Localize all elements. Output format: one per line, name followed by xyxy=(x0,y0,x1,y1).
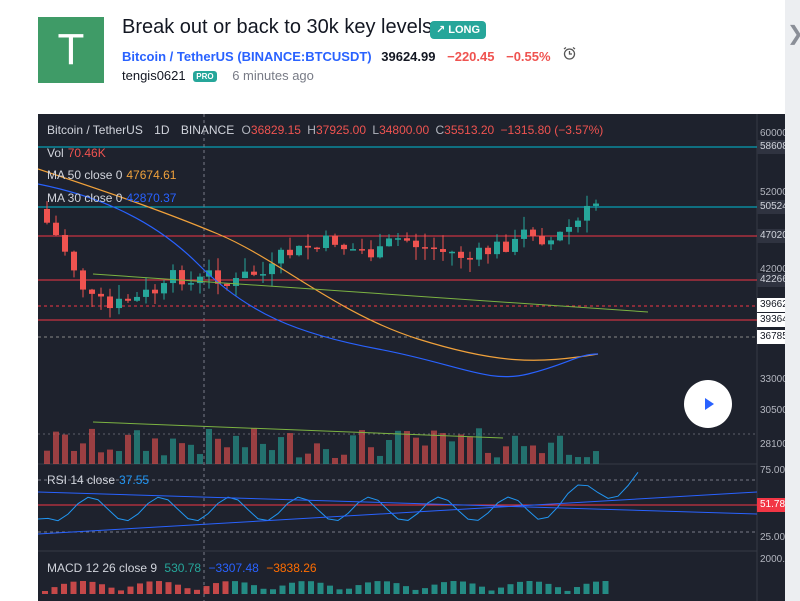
time-ago: 6 minutes ago xyxy=(232,68,314,83)
rsi-legend[interactable]: RSI 14 close 37.55 xyxy=(47,473,150,487)
price-tick: 60000.0 xyxy=(760,128,797,139)
close-icon[interactable]: ❯ xyxy=(787,24,800,44)
symbol-row: Bitcoin / TetherUS (BINANCE:BTCUSDT) 396… xyxy=(122,46,577,64)
ma50-legend[interactable]: MA 50 close 0 47674.61 xyxy=(47,168,177,182)
play-icon xyxy=(705,398,714,410)
ohlc-low: 34800.00 xyxy=(379,123,430,137)
rsi-tick: 75.00 xyxy=(760,465,786,476)
play-replay-button[interactable] xyxy=(684,380,732,428)
chart-exchange: BINANCE xyxy=(180,123,235,137)
price-tick: 42000.0 xyxy=(760,264,797,275)
price-tick: 30500.0 xyxy=(760,405,797,416)
chart-interval: 1D xyxy=(154,123,170,137)
symbol-price: 39624.99 xyxy=(381,49,436,64)
rsi-tick: 25.00 xyxy=(760,532,786,543)
pro-badge: PRO xyxy=(193,71,217,83)
chart-area[interactable]: Bitcoin / TetherUS 1D BINANCE O36829.15 … xyxy=(38,114,800,601)
author-row: tengis0621 PRO 6 minutes ago xyxy=(122,68,314,83)
ma30-legend[interactable]: MA 30 close 0 42870.37 xyxy=(47,191,177,205)
author-avatar[interactable]: T xyxy=(38,17,104,83)
symbol-link[interactable]: Bitcoin / TetherUS (BINANCE:BTCUSDT) xyxy=(122,49,372,64)
side-panel-edge xyxy=(785,0,800,601)
ohlc-high: 37925.00 xyxy=(315,123,367,137)
avatar-letter: T xyxy=(57,25,85,74)
ohlc-close: 35513.20 xyxy=(444,123,495,137)
chart-pair: Bitcoin / TetherUS xyxy=(47,123,143,137)
price-change-percent: −0.55% xyxy=(506,49,551,64)
macd-legend[interactable]: MACD 12 26 close 9 530.78 −3307.48 −3838… xyxy=(47,561,317,575)
ohlc-change: −1315.80 (−3.57%) xyxy=(500,123,604,137)
chart-canvas xyxy=(38,114,758,601)
price-tick: 52000.0 xyxy=(760,187,797,198)
idea-title[interactable]: Break out or back to 30k key levels xyxy=(122,16,433,38)
ohlc-open: 36829.15 xyxy=(250,123,301,137)
long-badge: ↗ LONG xyxy=(430,21,487,39)
macd-tick: 2000.00 xyxy=(760,554,797,565)
author-name[interactable]: tengis0621 xyxy=(122,68,186,83)
volume-legend[interactable]: Vol 70.46K xyxy=(47,146,106,160)
price-change: −220.45 xyxy=(447,49,495,64)
price-tick: 28100.0 xyxy=(760,439,797,450)
chart-ohlc-legend: Bitcoin / TetherUS 1D BINANCE O36829.15 … xyxy=(47,123,604,137)
price-tick: 33000.0 xyxy=(760,374,797,385)
alarm-clock-icon[interactable] xyxy=(562,46,577,64)
